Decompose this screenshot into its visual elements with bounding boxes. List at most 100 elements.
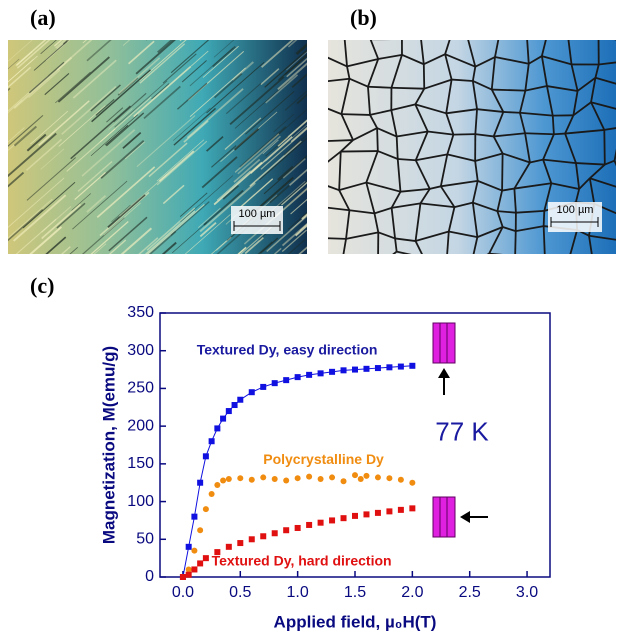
data-point [180,574,186,580]
data-point [318,520,324,526]
data-point [197,480,203,486]
data-point [363,511,369,517]
x-axis-title: Applied field, µ₀H(T) [274,612,437,631]
data-point [191,566,197,572]
streak [180,10,215,40]
annotation: Textured Dy, hard direction [212,553,392,569]
data-point [329,474,335,480]
data-point [363,473,369,479]
data-point [249,389,255,395]
data-point [352,472,358,478]
data-point [375,365,381,371]
grain-boundary [320,54,324,82]
data-point [214,425,220,431]
grain-boundary [553,116,554,135]
grain-boundary [499,32,527,36]
grain-boundary [544,226,545,258]
data-point [260,384,266,390]
data-point [226,544,232,550]
grain-boundary [554,134,565,135]
grain-boundary [321,82,324,106]
y-tick-label: 350 [127,304,154,321]
data-point [386,508,392,514]
y-tick-label: 0 [145,568,154,585]
data-point [329,517,335,523]
data-point [203,453,209,459]
data-point [386,475,392,481]
data-point [283,377,289,383]
grain-boundary [549,29,569,40]
data-point [203,506,209,512]
grain-boundary [515,231,516,256]
figure: (a) (b) (c) 100 µm 100 µm 05010015020025… [0,0,623,635]
grain-boundary [502,153,503,190]
grain-boundary [489,254,515,256]
grain-boundary [397,137,398,159]
grain-boundary [342,260,378,266]
grain-boundary [318,141,324,165]
grain-boundary [341,151,378,152]
streak [0,255,16,280]
panel-label: (a) [30,5,56,30]
annotation: Textured Dy, easy direction [197,341,378,357]
data-point [272,476,278,482]
x-tick-label: 0.0 [172,584,194,601]
data-point [260,533,266,539]
x-tick-label: 0.5 [229,584,251,601]
data-point [358,476,364,482]
data-point [306,372,312,378]
grain-boundary [315,183,320,206]
data-point [352,513,358,519]
data-point [220,477,226,483]
x-tick-label: 3.0 [516,584,538,601]
scale-bar: 100 µm [548,202,602,232]
grain-boundary [318,140,354,141]
streak [146,22,166,40]
data-point [237,397,243,403]
x-tick-label: 1.5 [344,584,366,601]
data-point [272,380,278,386]
grain-boundary [503,112,520,113]
grain-boundary [318,106,322,141]
data-point [409,363,415,369]
data-point [226,476,232,482]
data-point [341,515,347,521]
data-point [249,477,255,483]
grain-boundary [472,254,490,264]
data-point [386,364,392,370]
data-point [186,566,192,572]
data-point [214,482,220,488]
data-point [220,416,226,422]
streak [83,0,134,43]
data-point [197,560,203,566]
grain-boundary [525,133,554,134]
scale-bar-label: 100 µm [239,208,276,220]
data-point [329,369,335,375]
streak [194,265,218,286]
panel-label: (b) [350,5,377,30]
grain-boundary [544,211,545,226]
data-point [318,370,324,376]
data-point [398,477,404,483]
y-tick-label: 100 [127,493,154,510]
data-point [209,491,215,497]
data-point [214,549,220,555]
streak [263,260,305,297]
grain-boundary [325,238,326,262]
x-tick-label: 2.0 [401,584,423,601]
grain-boundary [325,238,346,239]
y-tick-label: 200 [127,417,154,434]
grain-boundary [545,258,568,263]
streak [115,255,135,273]
streak [228,248,281,295]
data-point [295,525,301,531]
grain-boundary [604,130,605,165]
streak [223,266,239,280]
grain-boundary [377,128,378,151]
streak [123,5,169,46]
grain-boundary [326,260,342,262]
y-tick-label: 150 [127,455,154,472]
data-point [203,555,209,561]
grain-boundary [568,33,598,40]
